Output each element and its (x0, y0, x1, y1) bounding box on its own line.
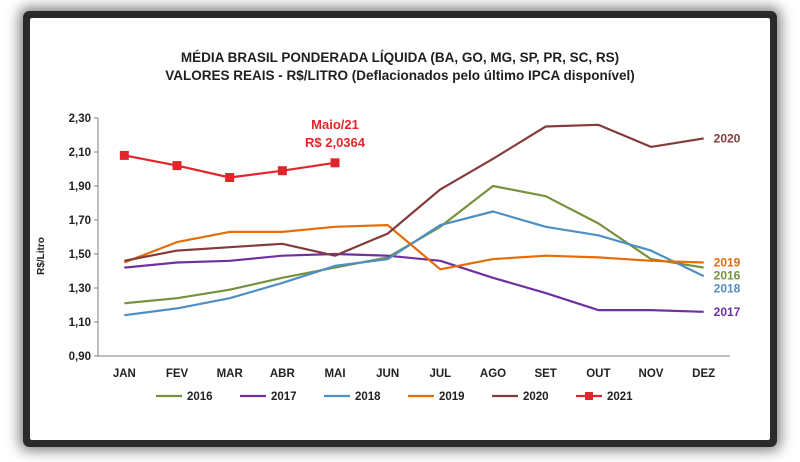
series-line-2018 (124, 210, 705, 317)
x-tick-label: OUT (586, 368, 610, 380)
series-line-2017 (124, 252, 704, 313)
y-tick-label: 0,90 (69, 351, 91, 363)
end-label-2018: 2018 (714, 282, 741, 296)
y-tick-label: 1,10 (69, 317, 91, 329)
data-point-2021 (172, 161, 182, 171)
chart-card: MÉDIA BRASIL PONDERADA LÍQUIDA (BA, GO, … (30, 18, 770, 440)
legend-label-2016: 2016 (187, 391, 213, 403)
data-point-2021 (330, 158, 340, 168)
x-tick-label: FEV (166, 368, 189, 380)
end-label-2017: 2017 (714, 305, 741, 319)
legend-item-2017: 2017 (240, 391, 297, 403)
y-axis-label: R$/Litro (36, 237, 47, 275)
x-tick-label: MAI (324, 368, 345, 380)
x-tick-label: DEZ (692, 368, 715, 380)
legend-item-2018: 2018 (324, 391, 381, 403)
series-2016: 2016 (124, 184, 741, 305)
series-line-2019 (123, 224, 704, 271)
data-point-2021 (119, 150, 129, 160)
x-tick-label: JAN (113, 368, 136, 380)
y-tick-label: 1,70 (69, 215, 91, 227)
series-2019: 2019 (123, 224, 741, 271)
x-tick-label: NOV (639, 368, 664, 380)
legend-label-2021: 2021 (607, 391, 633, 403)
legend-marker-2021 (585, 392, 593, 400)
y-tick-label: 1,30 (69, 283, 91, 295)
x-tick-label: ABR (270, 368, 296, 380)
data-point-2021 (225, 173, 235, 182)
x-tick-label: JUL (429, 368, 451, 380)
legend-item-2021: 2021 (576, 391, 633, 403)
legend-label-2019: 2019 (439, 391, 465, 403)
x-tick-label: JUN (376, 368, 399, 380)
line-chart: MÉDIA BRASIL PONDERADA LÍQUIDA (BA, GO, … (36, 50, 741, 403)
y-tick-label: 2,10 (69, 147, 91, 159)
series-layer: 2016 2017 2018 2019 2020 Maio/21 R$ 2,0364 (119, 117, 741, 319)
series-2020: 2020 (124, 123, 741, 262)
data-point-2021 (277, 166, 287, 176)
x-tick-label: SET (534, 368, 556, 380)
series-2018: 2018 (124, 210, 741, 317)
x-tick-label: AGO (480, 368, 506, 380)
annotation-line2: R$ 2,0364 (305, 135, 366, 150)
legend-item-2019: 2019 (408, 391, 465, 403)
series-2017: 2017 (124, 252, 741, 319)
legend-label-2018: 2018 (355, 391, 381, 403)
chart-subtitle: VALORES REAIS - R$/LITRO (Deflacionados … (165, 68, 635, 83)
end-label-2016: 2016 (714, 269, 741, 283)
legend-item-2016: 2016 (156, 391, 213, 403)
x-tick-label: MAR (217, 368, 244, 380)
axes: 0,90 1,10 1,30 1,50 1,70 1,90 2,10 2,30 JAN FEV MA… (69, 113, 730, 380)
legend: 2016 2017 2018 2019 2020 2021 (156, 391, 633, 403)
legend-item-2020: 2020 (492, 391, 549, 403)
y-tick-label: 1,90 (69, 181, 91, 193)
series-line-2020 (124, 123, 704, 262)
series-2021 (119, 150, 340, 182)
end-label-2020: 2020 (714, 131, 741, 145)
legend-label-2020: 2020 (523, 391, 549, 403)
series-line-2016 (124, 184, 704, 305)
chart-title: MÉDIA BRASIL PONDERADA LÍQUIDA (BA, GO, … (181, 50, 619, 65)
y-tick-label: 1,50 (69, 249, 91, 261)
legend-label-2017: 2017 (271, 391, 297, 403)
end-label-2019: 2019 (714, 256, 741, 270)
y-tick-label: 2,30 (69, 113, 91, 125)
annotation-line1: Maio/21 (311, 117, 359, 132)
